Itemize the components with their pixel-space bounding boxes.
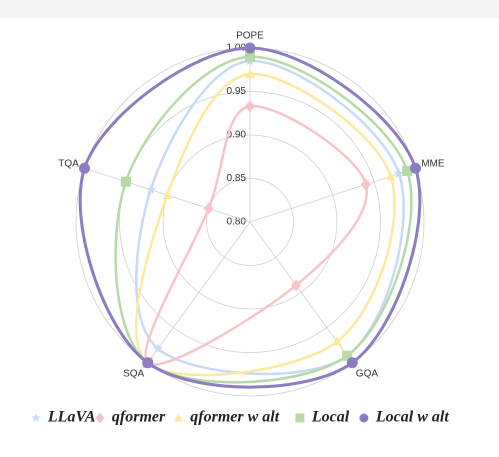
r-tick-label: 0.90 — [227, 130, 247, 141]
marker — [359, 413, 369, 423]
axis-label: SQA — [123, 369, 144, 380]
series-line — [78, 46, 422, 389]
marker — [245, 69, 255, 79]
series-line — [134, 72, 396, 377]
marker — [409, 162, 421, 174]
axis-label: POPE — [236, 31, 264, 42]
marker — [245, 100, 255, 113]
spoke — [147, 221, 251, 364]
r-tick-label: 0.80 — [227, 217, 247, 228]
r-tick-label: 0.85 — [227, 173, 247, 184]
panel — [0, 18, 499, 457]
marker — [31, 413, 41, 423]
marker — [152, 343, 164, 354]
series-line — [135, 59, 405, 376]
marker — [95, 412, 105, 424]
marker — [142, 357, 154, 369]
legend-label: qformer — [112, 409, 166, 426]
marker — [79, 162, 91, 174]
marker — [402, 165, 413, 176]
marker — [145, 184, 156, 195]
r-tick-label: 0.95 — [227, 86, 247, 97]
marker — [385, 171, 396, 181]
marker — [173, 413, 183, 422]
marker — [360, 178, 371, 191]
series-line — [144, 105, 369, 366]
marker — [245, 51, 255, 62]
marker — [295, 413, 305, 423]
legend-label: Local — [311, 409, 350, 426]
marker — [331, 336, 342, 346]
marker — [120, 176, 131, 187]
legend-label: qformer w alt — [190, 409, 279, 426]
legend-label: Local w alt — [375, 409, 449, 426]
marker — [162, 190, 173, 200]
marker — [203, 202, 214, 215]
marker — [244, 42, 256, 54]
marker — [393, 168, 405, 179]
marker — [346, 357, 358, 369]
legend-label: LLaVA — [47, 409, 96, 426]
axis-label: MME — [421, 159, 445, 170]
series-line — [114, 55, 413, 384]
marker — [291, 279, 302, 292]
spoke — [249, 221, 353, 364]
marker — [342, 350, 353, 361]
axis-label: TQA — [58, 159, 79, 170]
axis-label: GQA — [356, 369, 379, 380]
